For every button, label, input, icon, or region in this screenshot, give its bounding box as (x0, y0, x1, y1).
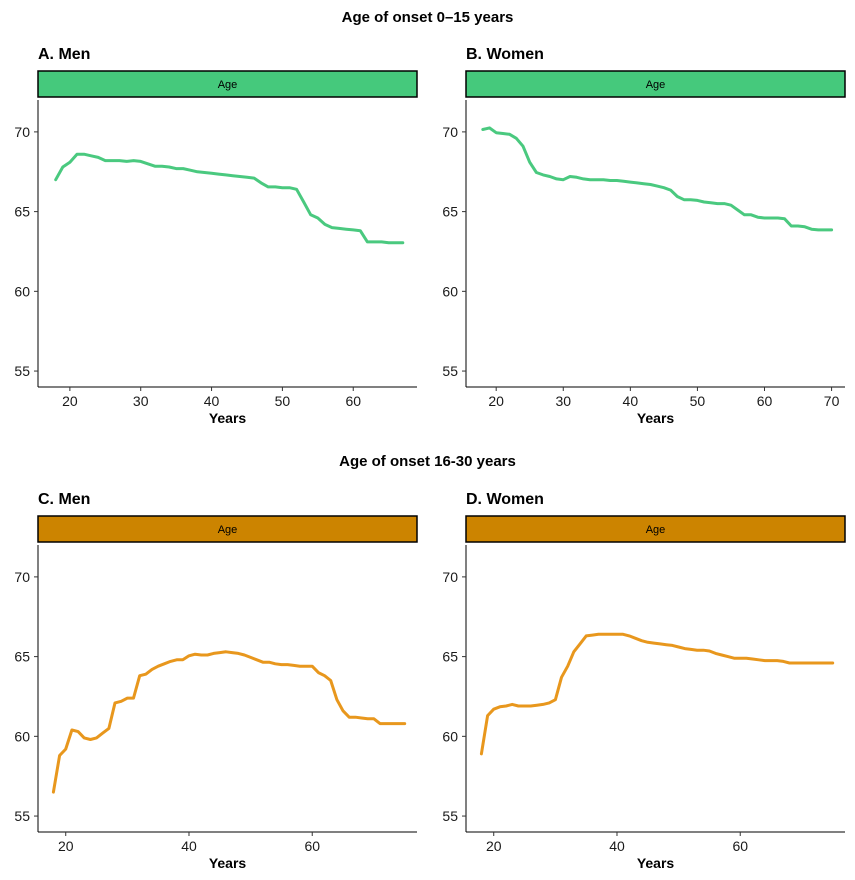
chart-svg: D. Women Age 55 60 65 70 20 40 60 Years (442, 491, 846, 871)
x-tick-label: 60 (304, 838, 320, 854)
y-tick-label: 70 (442, 569, 458, 585)
y-tick-label: 60 (442, 283, 458, 299)
y-tick-label: 60 (14, 728, 30, 744)
y-tick-label: 70 (442, 124, 458, 140)
panel-c-men: C. Men Age 55 60 65 70 20 40 60 Years (0, 445, 427, 875)
x-tick-label: 60 (732, 838, 748, 854)
panel-a-men: A. Men Age 55 60 65 70 20 30 40 50 60 Years (0, 0, 427, 430)
y-tick-label: 65 (442, 204, 458, 220)
x-tick-label: 60 (345, 393, 361, 409)
x-tick-label: 60 (757, 393, 773, 409)
facet-strip-label: Age (646, 524, 666, 536)
y-tick-label: 65 (14, 204, 30, 220)
y-tick-label: 60 (14, 283, 30, 299)
facet-strip (465, 70, 846, 98)
y-tick-label: 70 (14, 124, 30, 140)
section-title-top: Age of onset 0–15 years (341, 9, 514, 26)
x-tick-label: 20 (58, 838, 74, 854)
section-title-bottom: Age of onset 16-30 years (339, 453, 516, 470)
y-tick-label: 55 (14, 363, 30, 379)
y-tick-label: 60 (442, 728, 458, 744)
chart-svg: C. Men Age 55 60 65 70 20 40 60 Years (14, 491, 418, 871)
series-line (54, 152, 405, 245)
facet-strip-label: Age (218, 524, 238, 536)
x-tick-label: 50 (275, 393, 291, 409)
panel-title: A. Men (38, 46, 90, 63)
panel-title: C. Men (38, 491, 90, 508)
x-tick-label: 30 (555, 393, 571, 409)
x-tick-label: 40 (623, 393, 639, 409)
facet-strip (37, 515, 418, 543)
facet-strip-label: Age (646, 79, 666, 91)
y-tick-label: 65 (14, 649, 30, 665)
x-tick-label: 70 (824, 393, 840, 409)
panel-title: B. Women (466, 46, 544, 63)
panel-d-women: D. Women Age 55 60 65 70 20 40 60 Years (428, 445, 855, 875)
series-line (481, 126, 834, 232)
x-axis-label: Years (637, 410, 675, 426)
x-tick-label: 40 (181, 838, 197, 854)
panel-b-women: B. Women Age 55 60 65 70 20 30 40 50 60 70 Years (428, 0, 855, 430)
facet-strip (37, 70, 418, 98)
x-tick-label: 40 (609, 838, 625, 854)
x-axis-label: Years (637, 855, 675, 871)
y-tick-label: 55 (442, 808, 458, 824)
y-tick-label: 55 (14, 808, 30, 824)
series-line (51, 650, 407, 794)
x-tick-label: 40 (204, 393, 220, 409)
y-tick-label: 55 (442, 363, 458, 379)
facet-strip (465, 515, 846, 543)
x-tick-label: 50 (690, 393, 706, 409)
chart-svg: B. Women Age 55 60 65 70 20 30 40 50 60 70 Years (442, 46, 846, 426)
x-tick-label: 20 (486, 838, 502, 854)
y-tick-label: 65 (442, 649, 458, 665)
x-tick-label: 30 (133, 393, 149, 409)
chart-svg: A. Men Age 55 60 65 70 20 30 40 50 60 Years (14, 46, 418, 426)
x-axis-label: Years (209, 855, 247, 871)
y-tick-label: 70 (14, 569, 30, 585)
facet-strip-label: Age (218, 79, 238, 91)
panel-title: D. Women (466, 491, 544, 508)
x-tick-label: 20 (62, 393, 78, 409)
series-line (479, 632, 835, 756)
x-axis-label: Years (209, 410, 247, 426)
x-tick-label: 20 (488, 393, 504, 409)
